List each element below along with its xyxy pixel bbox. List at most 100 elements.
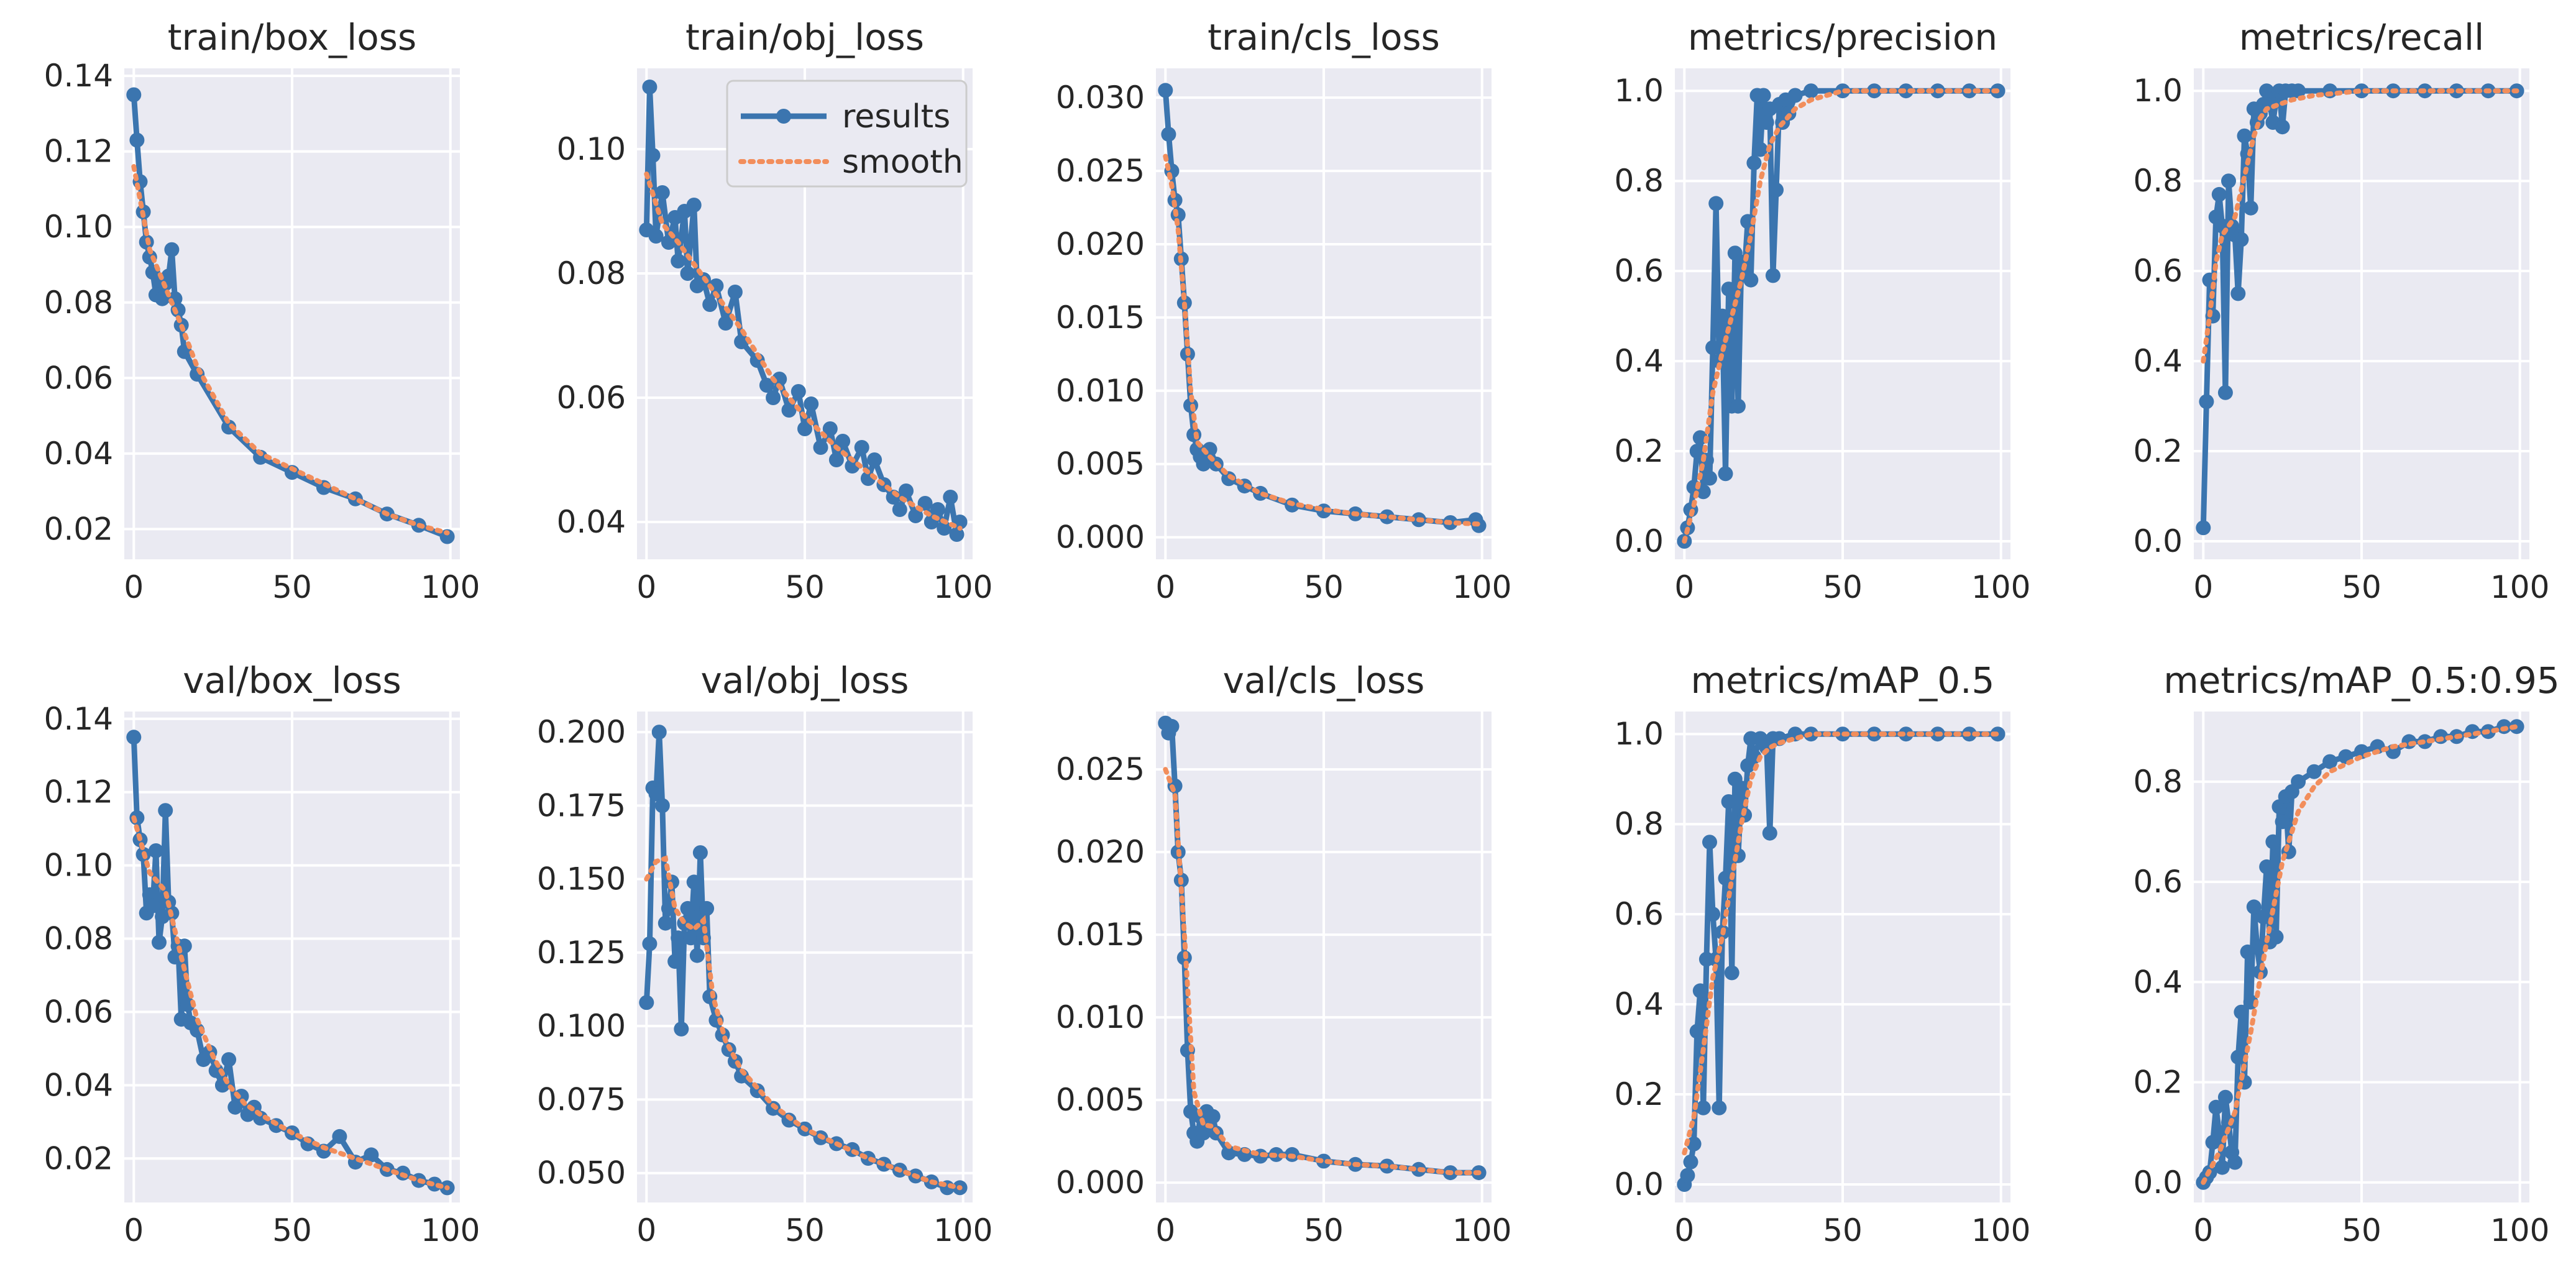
subplot-title: train/box_loss <box>168 16 416 58</box>
y-tick-label: 0.2 <box>2133 433 2183 469</box>
results-point <box>1753 142 1768 157</box>
y-tick-label: 0.2 <box>1614 1076 1664 1112</box>
results-point <box>671 930 686 946</box>
subplot-metrics-recall: 0 50 100 0.0 0.2 0.4 0.6 0.8 1.0 metrics/recall <box>2133 16 2549 605</box>
results-point <box>822 421 838 436</box>
results-point <box>2199 394 2214 410</box>
y-tick-label: 0.08 <box>44 921 113 957</box>
results-point <box>686 874 702 890</box>
y-tick-label: 0.150 <box>537 861 626 897</box>
results-point <box>1705 907 1721 922</box>
results-point <box>126 730 142 745</box>
results-point <box>1708 196 1724 211</box>
y-tick-label: 1.0 <box>1614 716 1664 752</box>
subplot-train-obj-loss: 0 50 100 0.04 0.06 0.08 0.10 train/obj_lossresu… <box>557 16 993 605</box>
results-point <box>2243 200 2258 216</box>
results-point <box>1715 308 1730 324</box>
y-tick-label: 1.0 <box>2133 73 2183 109</box>
subplot-title: metrics/mAP_0.5 <box>1691 659 1995 702</box>
subplot-metrics-map-0-5: 0 50 100 0.0 0.2 0.4 0.6 0.8 1.0 metrics/mAP_0.5 <box>1614 659 2030 1248</box>
x-tick-label: 100 <box>421 569 480 605</box>
results-point <box>1756 88 1771 103</box>
subplot-title: metrics/recall <box>2239 16 2484 58</box>
results-point <box>854 440 869 455</box>
results-point <box>699 900 715 916</box>
results-point <box>1316 1153 1331 1169</box>
y-tick-label: 0.125 <box>537 935 626 971</box>
results-point <box>828 452 844 467</box>
results-point <box>671 254 686 268</box>
y-tick-label: 0.04 <box>44 436 113 472</box>
x-tick-label: 0 <box>1674 1212 1694 1248</box>
results-point <box>126 87 142 103</box>
x-tick-label: 0 <box>636 569 656 605</box>
results-point <box>2354 83 2369 99</box>
results-point <box>813 440 828 455</box>
results-point <box>692 845 708 861</box>
y-tick-label: 0.10 <box>557 131 626 167</box>
results-point <box>1702 835 1717 850</box>
results-point <box>1712 1100 1727 1115</box>
results-point <box>1689 1023 1705 1039</box>
x-tick-label: 50 <box>1823 1212 1863 1248</box>
results-point <box>654 185 670 200</box>
results-point <box>148 843 163 858</box>
results-point <box>1702 470 1717 486</box>
x-tick-label: 50 <box>272 569 312 605</box>
results-point <box>1705 340 1721 355</box>
subplot-title: val/box_loss <box>183 659 401 702</box>
results-point <box>1686 1136 1702 1152</box>
results-point <box>1196 456 1211 472</box>
y-tick-label: 0.025 <box>1056 751 1145 787</box>
x-tick-label: 0 <box>1674 569 1694 605</box>
results-point <box>1724 965 1739 981</box>
y-tick-label: 0.2 <box>1614 433 1664 469</box>
results-point <box>2217 385 2233 400</box>
x-tick-label: 0 <box>1155 1212 1175 1248</box>
x-tick-label: 50 <box>2342 1212 2381 1248</box>
y-tick-label: 0.06 <box>44 360 113 396</box>
y-tick-label: 0.4 <box>1614 986 1664 1022</box>
results-point <box>1718 466 1733 482</box>
y-tick-label: 0.050 <box>537 1155 626 1191</box>
y-tick-label: 0.10 <box>44 209 113 245</box>
results-point <box>1721 794 1736 809</box>
x-tick-label: 0 <box>124 569 144 605</box>
y-tick-label: 0.020 <box>1056 226 1145 262</box>
results-point <box>1759 115 1774 130</box>
smooth-line <box>131 164 450 536</box>
results-point <box>145 898 160 913</box>
results-point <box>2211 186 2227 202</box>
results-point <box>845 459 860 474</box>
results-line <box>643 729 963 1191</box>
results-point <box>1161 127 1176 142</box>
results-point <box>1804 83 1819 99</box>
y-tick-label: 0.175 <box>537 787 626 823</box>
y-tick-label: 0.010 <box>1056 999 1145 1035</box>
results-point <box>1683 1154 1698 1170</box>
y-tick-label: 0.4 <box>2133 964 2183 1000</box>
results-point <box>2268 929 2284 945</box>
y-tick-label: 0.6 <box>2133 864 2183 900</box>
smooth-line <box>1682 88 2001 544</box>
results-point <box>734 334 749 349</box>
results-point <box>1158 83 1173 98</box>
results-point <box>1743 272 1759 288</box>
x-tick-label: 100 <box>2490 569 2549 605</box>
results-point <box>221 1052 237 1068</box>
results-point <box>1721 282 1736 297</box>
results-point <box>804 396 819 411</box>
subplot-title: train/obj_loss <box>685 16 924 58</box>
results-point <box>1164 718 1180 734</box>
results-point <box>867 452 882 467</box>
results-point <box>2230 1050 2246 1065</box>
results-point <box>161 268 176 284</box>
x-tick-label: 50 <box>1304 569 1344 605</box>
results-point <box>1718 871 1733 886</box>
results-point <box>227 1099 243 1115</box>
results-point <box>164 242 180 257</box>
results-point <box>645 148 661 163</box>
results-point <box>2249 939 2265 955</box>
results-point <box>648 229 664 244</box>
